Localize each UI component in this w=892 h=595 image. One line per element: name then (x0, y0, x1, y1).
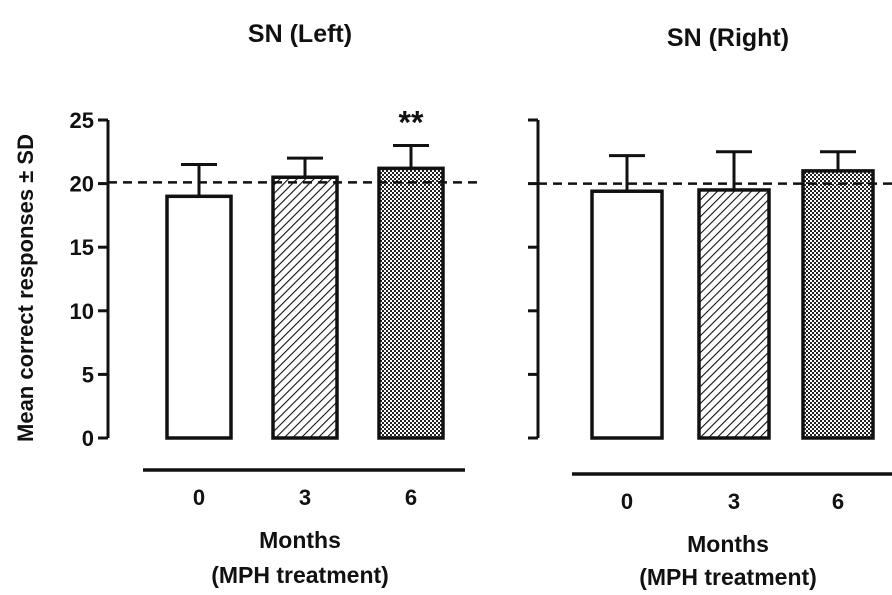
bar-3 (697, 188, 771, 440)
panel-sn-left: SN (Left) 0 5 10 15 20 25 0 3 6 ** (70, 20, 482, 510)
x-tick-label: 3 (728, 489, 740, 514)
x-tick-label: 0 (621, 489, 633, 514)
x-axis-label-right-line1: Months (687, 531, 769, 557)
significance-annotation: ** (399, 104, 424, 140)
y-tick-label: 10 (70, 299, 94, 324)
x-tick-label: 3 (299, 485, 311, 510)
panel-title: SN (Left) (248, 20, 352, 48)
x-tick-label: 6 (405, 485, 417, 510)
y-tick-label: 0 (82, 426, 94, 451)
panel-title: SN (Right) (667, 24, 789, 52)
bar-3 (271, 175, 339, 440)
x-axis-label-right-line2: (MPH treatment) (639, 564, 817, 590)
panel-sn-right: SN (Right) 0 3 6 (528, 24, 892, 514)
y-axis-label: Mean correct responses ± SD (13, 134, 38, 442)
y-tick-label: 15 (70, 235, 94, 260)
x-axis-label-left-line1: Months (259, 527, 341, 553)
bar-0 (590, 189, 664, 440)
bar-6 (801, 169, 875, 440)
x-tick-label: 6 (832, 489, 844, 514)
y-tick-label: 20 (70, 172, 94, 197)
y-tick-label: 25 (70, 108, 94, 133)
bar-6 (377, 166, 445, 440)
x-tick-label: 0 (193, 485, 205, 510)
bar-0 (165, 194, 233, 440)
y-tick-label: 5 (82, 362, 94, 387)
x-axis-label-left-line2: (MPH treatment) (211, 562, 389, 588)
